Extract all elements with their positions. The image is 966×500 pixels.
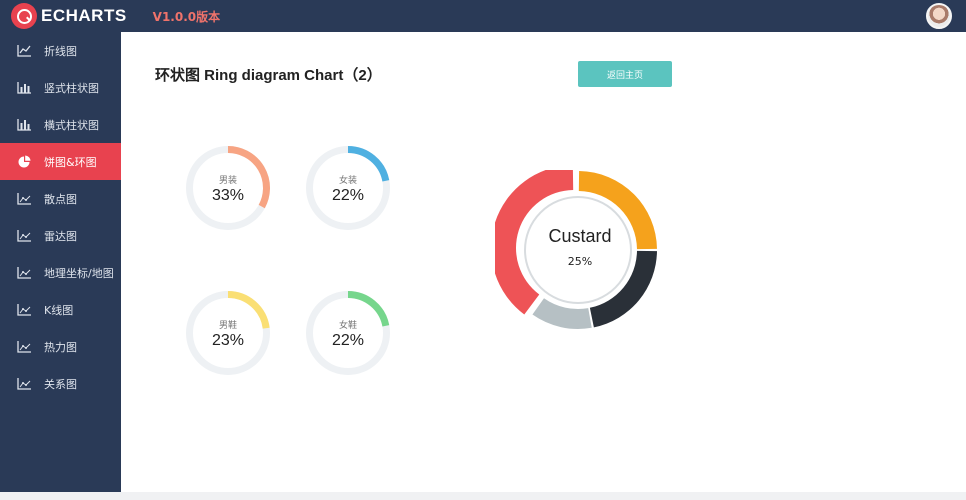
ring-value: 33% (211, 187, 245, 204)
ring-value: 22% (331, 332, 365, 349)
sidebar-item-horizontal-bar[interactable]: 横式柱状图 (0, 106, 121, 143)
ring-svg (186, 146, 270, 230)
sidebar-item-label: 热力图 (44, 340, 77, 354)
donut-slice[interactable] (578, 171, 657, 250)
area-chart-icon (17, 304, 31, 316)
donut-svg (491, 165, 657, 329)
donut-slice[interactable] (532, 298, 592, 329)
area-chart-icon (17, 267, 31, 279)
ring-progress-arc (347, 146, 390, 182)
sidebar-item-label: 竖式柱状图 (44, 81, 99, 95)
sidebar: 折线图 竖式柱状图 横式柱状图 饼图&环图 散点图 雷达图 地理坐标/地图 K线… (0, 32, 121, 492)
ring-svg (306, 291, 390, 375)
ring-chart-1: 女装 22% (303, 143, 393, 233)
bottom-strip (0, 492, 966, 500)
ring-progress-arc (347, 291, 390, 327)
sidebar-item-label: 关系图 (44, 377, 77, 391)
pie-chart-icon (18, 155, 31, 168)
sidebar-item-label: 雷达图 (44, 229, 77, 243)
sidebar-item-line[interactable]: 折线图 (0, 32, 121, 69)
sidebar-item-heatmap[interactable]: 热力图 (0, 328, 121, 365)
ring-label: 男装 (218, 176, 237, 186)
ring-chart-3: 女鞋 22% (303, 288, 393, 378)
sidebar-item-candlestick[interactable]: K线图 (0, 291, 121, 328)
back-home-button[interactable]: 返回主页 (578, 61, 672, 87)
logo[interactable]: ECHARTS (11, 3, 127, 29)
donut-slice[interactable] (589, 250, 657, 328)
ring-svg (306, 146, 390, 230)
sidebar-item-scatter[interactable]: 散点图 (0, 180, 121, 217)
line-chart-icon (17, 45, 31, 57)
ring-progress-arc (227, 146, 270, 209)
sidebar-item-label: 折线图 (44, 44, 77, 58)
page-title: 环状图 Ring diagram Chart（2） (155, 67, 382, 84)
bar-chart-icon (17, 119, 31, 131)
donut-chart: Custard 25% (491, 165, 661, 330)
version-label: V1.0.0版本 (152, 9, 221, 24)
top-bar: ECHARTS V1.0.0版本 (0, 0, 966, 32)
donut-center-name: Custard (548, 226, 612, 246)
ring-label: 男鞋 (218, 321, 237, 331)
area-chart-icon (17, 193, 31, 205)
ring-chart-0: 男装 33% (183, 143, 273, 233)
area-chart-icon (17, 378, 31, 390)
sidebar-item-label: 横式柱状图 (44, 118, 99, 132)
sidebar-item-graph[interactable]: 关系图 (0, 365, 121, 402)
area-chart-icon (17, 230, 31, 242)
sidebar-item-pie[interactable]: 饼图&环图 (0, 143, 121, 180)
ring-value: 22% (331, 187, 365, 204)
donut-inner-ring (524, 196, 632, 304)
sidebar-item-vertical-bar[interactable]: 竖式柱状图 (0, 69, 121, 106)
sidebar-item-label: 饼图&环图 (44, 155, 97, 169)
sidebar-item-label: 散点图 (44, 192, 77, 206)
ring-label: 女鞋 (338, 321, 357, 331)
area-chart-icon (17, 341, 31, 353)
user-avatar[interactable] (926, 3, 952, 29)
sidebar-item-geo-map[interactable]: 地理坐标/地图 (0, 254, 121, 291)
donut-center-percent: 25% (567, 255, 593, 268)
sidebar-item-label: 地理坐标/地图 (44, 266, 114, 280)
donut-slice[interactable] (491, 165, 574, 315)
ring-svg (186, 291, 270, 375)
logo-text: ECHARTS (41, 6, 127, 25)
ring-progress-arc (227, 291, 270, 329)
ring-chart-2: 男鞋 23% (183, 288, 273, 378)
sidebar-item-label: K线图 (44, 303, 74, 317)
echarts-logo-icon (11, 3, 37, 29)
bar-chart-icon (17, 82, 31, 94)
ring-label: 女装 (338, 176, 357, 186)
sidebar-item-radar[interactable]: 雷达图 (0, 217, 121, 254)
ring-value: 23% (211, 332, 245, 349)
